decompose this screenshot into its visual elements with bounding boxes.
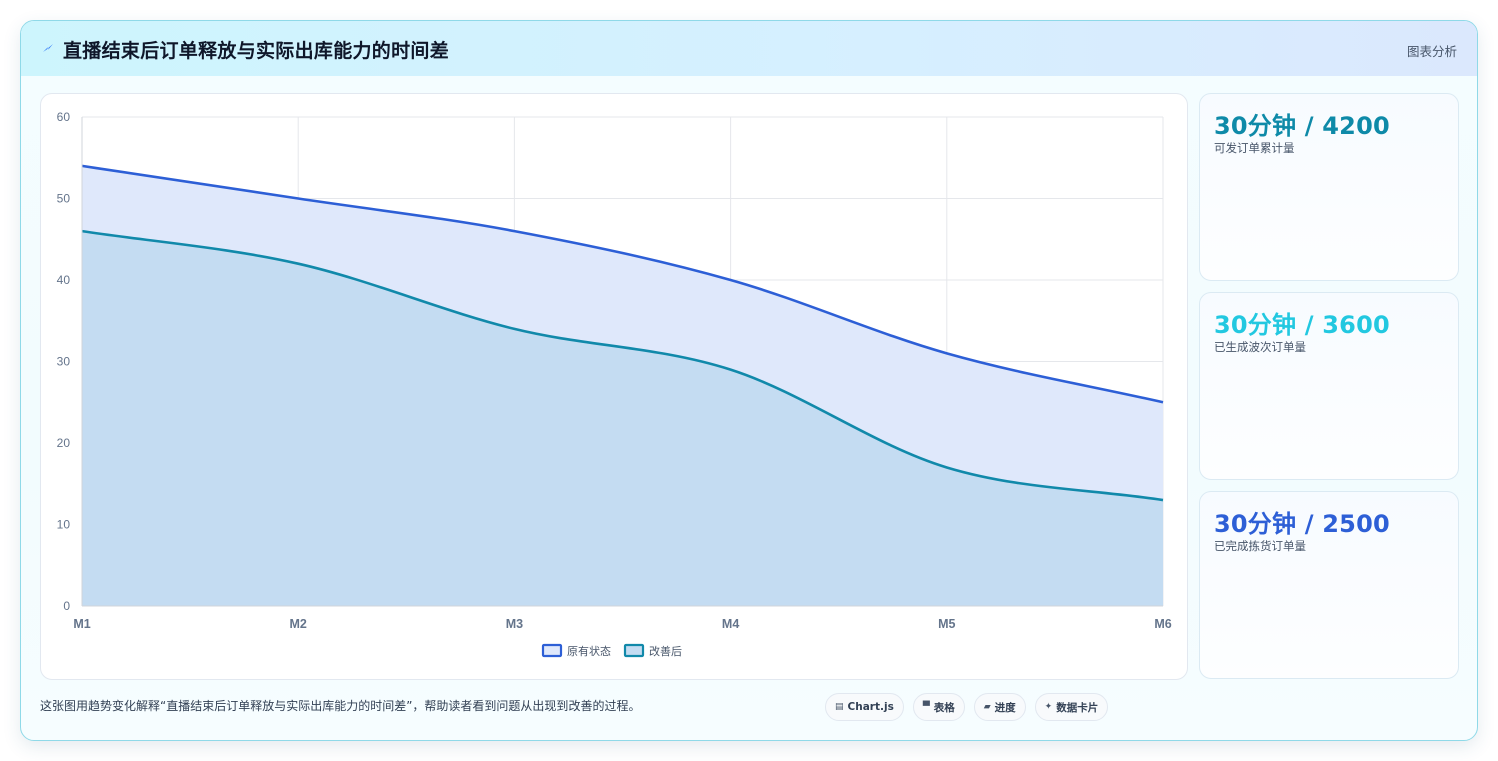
stat-value: 30分钟 / 4200	[1214, 112, 1390, 140]
footer-description: 这张图用趋势变化解释“直播结束后订单释放与实际出库能力的时间差”，帮助读者看到问…	[40, 699, 641, 713]
legend-swatch-2	[623, 643, 645, 658]
pill-progress[interactable]: ▰ 进度	[973, 693, 1026, 721]
pill-label: 数据卡片	[1056, 701, 1099, 714]
legend-label-1: 原有状态	[567, 644, 611, 658]
pill-label: Chart.js	[847, 701, 894, 713]
pill-label: 进度	[994, 701, 1016, 714]
stat-value: 30分钟 / 2500	[1214, 510, 1390, 538]
y-tick-label: 50	[57, 192, 71, 206]
page-title: 直播结束后订单释放与实际出库能力的时间差	[63, 40, 450, 62]
area-chart: 0 10 20 30 40 50 60 M1 M2 M3 M4 M5 M6 原有状态 改善后	[57, 110, 1172, 658]
chart-panel: 0 10 20 30 40 50 60 M1 M2 M3 M4 M5 M6 原有状态 改善后	[40, 93, 1188, 680]
stat-value: 30分钟 / 3600	[1214, 311, 1390, 339]
x-tick-label: M6	[1154, 617, 1171, 631]
y-tick-label: 60	[57, 110, 71, 124]
sparkle-icon: ✦	[1044, 702, 1053, 712]
x-tick-label: M1	[73, 617, 90, 631]
progress-icon: ▰	[983, 702, 991, 712]
pill-table[interactable]: ▀ 表格	[912, 693, 965, 721]
legend-swatch-1	[541, 643, 563, 658]
stat-card-3: 30分钟 / 2500 已完成拣货订单量	[1199, 491, 1459, 679]
x-tick-label: M3	[506, 617, 523, 631]
y-tick-label: 30	[57, 355, 71, 369]
lightning-icon	[43, 44, 53, 52]
x-tick-label: M2	[290, 617, 307, 631]
tag-pills: ▤ Chart.js ▀ 表格 ▰ 进度 ✦ 数据卡片	[825, 693, 1109, 721]
x-tick-label: M4	[722, 617, 739, 631]
y-tick-label: 40	[57, 273, 71, 287]
card-header: 直播结束后订单释放与实际出库能力的时间差 图表分析	[21, 21, 1477, 76]
legend-label-2: 改善后	[649, 644, 682, 658]
pill-data-cards[interactable]: ✦ 数据卡片	[1034, 693, 1109, 721]
y-tick-label: 20	[57, 436, 71, 450]
pill-label: 表格	[933, 701, 955, 714]
pill-chartjs[interactable]: ▤ Chart.js	[825, 693, 904, 721]
x-tick-label: M5	[938, 617, 955, 631]
stat-label: 已完成拣货订单量	[1214, 539, 1306, 553]
series-line-1	[81, 164, 1164, 404]
stat-label: 已生成波次订单量	[1214, 340, 1306, 354]
header-tag: 图表分析	[1406, 44, 1457, 59]
table-icon: ▀	[922, 702, 930, 712]
stat-card-1: 30分钟 / 4200 可发订单累计量	[1199, 93, 1459, 281]
chart-card: 直播结束后订单释放与实际出库能力的时间差 图表分析 0 10 20 30 40 50 60 M…	[20, 20, 1478, 741]
y-tick-label: 10	[57, 518, 71, 532]
series-area-2	[82, 231, 1163, 606]
y-tick-label: 0	[63, 599, 70, 613]
stat-card-2: 30分钟 / 3600 已生成波次订单量	[1199, 292, 1459, 480]
chart-icon: ▤	[835, 702, 844, 712]
stat-label: 可发订单累计量	[1214, 141, 1295, 155]
series-line-2	[81, 229, 1164, 502]
